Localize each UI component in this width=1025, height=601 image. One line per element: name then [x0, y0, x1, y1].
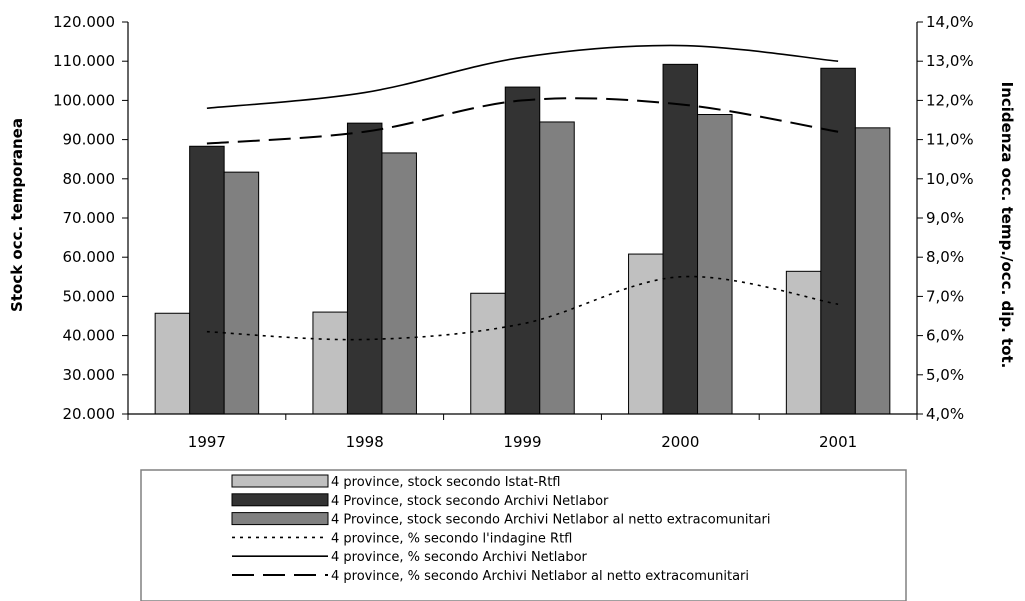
x-tick-label: 1997 [188, 433, 226, 451]
y-tick-label: 90.000 [63, 131, 116, 149]
y2-tick-label: 8,0% [926, 248, 964, 266]
legend-label-1: 4 province, stock secondo Istat-Rtfl [331, 475, 560, 490]
y2-tick-label: 9,0% [926, 209, 964, 227]
line-series-2 [206, 44, 839, 110]
bar-1-2000 [628, 253, 664, 415]
y-tick-label: 30.000 [63, 366, 116, 384]
y-tick-label: 100.000 [53, 91, 115, 109]
legend-label-4: 4 province, % secondo l'indagine Rtfl [331, 531, 572, 546]
bar-2-2000 [662, 63, 699, 415]
bar-1-2001 [785, 270, 822, 415]
x-tick-label: 2001 [819, 433, 857, 451]
y-tick-label: 50.000 [63, 287, 116, 305]
legend-label-6: 4 province, % secondo Archivi Netlabor a… [331, 569, 749, 584]
axes-layer: 20.000 30.000 40.000 50.000 60.000 70.000 80.0… [53, 13, 974, 451]
legend-swatch-2 [231, 493, 329, 507]
y-tick-label: 20.000 [63, 405, 116, 423]
y-tick-label: 120.000 [53, 13, 115, 31]
legend-box [140, 469, 907, 601]
bar-2-1997 [189, 145, 225, 415]
y-tick-label: 40.000 [63, 327, 116, 345]
y2-axis-title: Incidenza occ. temp./occ. dip. tot. [998, 82, 1016, 369]
bar-2-1999 [504, 86, 541, 415]
y2-tick-label: 10,0% [926, 170, 974, 188]
bar-1-1997 [154, 312, 191, 415]
legend-swatch-3 [231, 512, 329, 526]
y-tick-label: 80.000 [63, 170, 116, 188]
y2-tick-label: 11,0% [926, 131, 974, 149]
legend-swatch-1 [231, 474, 329, 488]
bar-3-2001 [854, 127, 891, 415]
y-axis-title: Stock occ. temporanea [8, 118, 26, 312]
y2-tick-label: 12,0% [926, 91, 974, 109]
legend: 4 province, stock secondo Istat-Rtfl 4 Pr… [140, 469, 907, 601]
y-tick-label: 60.000 [63, 248, 116, 266]
x-tick-label: 1998 [346, 433, 384, 451]
y2-tick-label: 6,0% [926, 327, 964, 345]
y-tick-label: 110.000 [53, 52, 115, 70]
y2-tick-label: 5,0% [926, 366, 964, 384]
bar-2-1998 [346, 122, 383, 415]
bar-3-2000 [697, 114, 733, 415]
y2-tick-label: 4,0% [926, 405, 964, 423]
y-tick-label: 70.000 [63, 209, 116, 227]
lines-layer [206, 44, 839, 341]
bar-3-1997 [223, 171, 260, 415]
y2-tick-label: 13,0% [926, 52, 974, 70]
bars-layer [154, 63, 891, 415]
line-series-1 [206, 275, 839, 341]
y2-tick-label: 14,0% [926, 13, 974, 31]
bar-2-2001 [820, 67, 856, 415]
line-series-3 [206, 97, 839, 145]
x-tick-label: 2000 [661, 433, 699, 451]
legend-label-5: 4 province, % secondo Archivi Netlabor [331, 550, 588, 565]
bar-1-1999 [470, 292, 506, 415]
x-tick-label: 1999 [503, 433, 541, 451]
bar-3-1998 [381, 152, 417, 415]
legend-label-3: 4 Province, stock secondo Archivi Netlab… [331, 513, 771, 528]
bar-1-1998 [312, 311, 348, 415]
y2-tick-label: 7,0% [926, 287, 964, 305]
bar-3-1999 [539, 121, 575, 415]
legend-label-2: 4 Province, stock secondo Archivi Netlab… [331, 494, 609, 509]
